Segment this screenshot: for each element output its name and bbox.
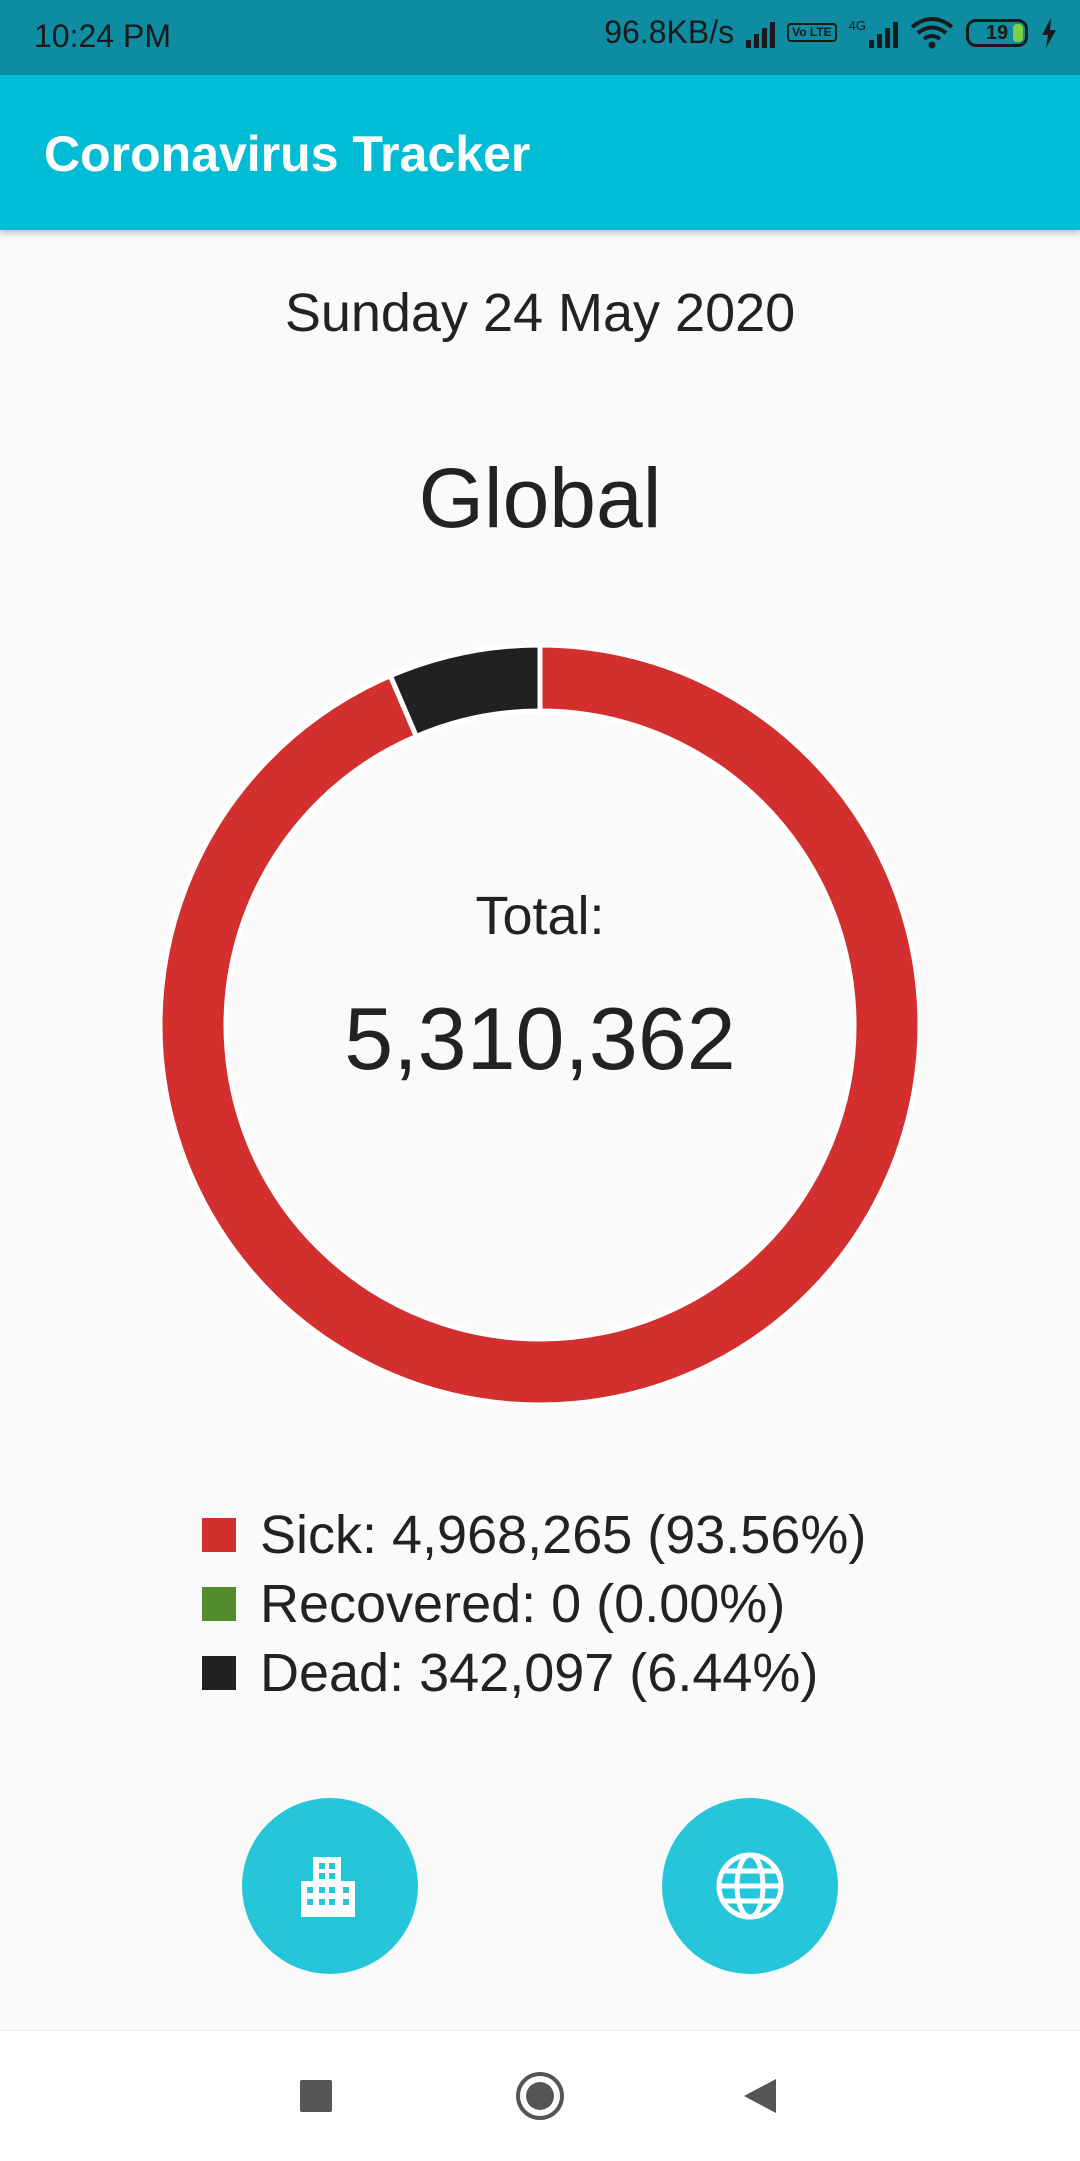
- donut-chart: [160, 645, 920, 1405]
- region-title: Global: [418, 451, 662, 545]
- signal-icon: [746, 18, 776, 48]
- home-button[interactable]: [480, 2031, 600, 2161]
- city-icon: [301, 1857, 355, 1917]
- network-type: 4G: [848, 17, 866, 33]
- status-bar: 10:24 PM 96.8KB/s Vo LTE 4G 19: [0, 0, 1080, 75]
- recents-button[interactable]: [256, 2031, 376, 2161]
- global-view-button[interactable]: [662, 1798, 838, 1974]
- charging-icon: [1042, 17, 1056, 48]
- system-nav-bar: [0, 2030, 1080, 2161]
- network-speed: 96.8KB/s: [604, 14, 735, 50]
- total-value: 5,310,362: [344, 989, 736, 1088]
- donut-slice-dead: [387, 645, 543, 740]
- signal-4g-icon: 4G: [849, 18, 898, 48]
- legend-swatch-dead: [202, 1655, 236, 1690]
- legend-item-recovered: Recovered: 0 (0.00%): [202, 1569, 866, 1638]
- legend-item-sick: Sick: 4,968,265 (93.56%): [202, 1500, 866, 1569]
- status-icons: 96.8KB/s Vo LTE 4G 19: [604, 14, 1058, 51]
- globe-icon: [716, 1852, 784, 1920]
- date-label: Sunday 24 May 2020: [284, 283, 796, 343]
- donut-chart-svg: [160, 645, 920, 1405]
- app-bar: Coronavirus Tracker: [0, 75, 1080, 230]
- wifi-icon: [910, 16, 954, 48]
- total-label: Total:: [475, 886, 605, 946]
- legend-item-dead: Dead: 342,097 (6.44%): [202, 1638, 866, 1707]
- legend-text-sick: Sick: 4,968,265 (93.56%): [260, 1504, 867, 1565]
- legend-text-recovered: Recovered: 0 (0.00%): [260, 1573, 786, 1634]
- legend-swatch-sick: [202, 1517, 236, 1552]
- back-button[interactable]: [700, 2031, 820, 2161]
- battery-level: 19: [985, 21, 1009, 44]
- donut-slice-sick: [160, 645, 920, 1405]
- status-time: 10:24 PM: [34, 18, 171, 54]
- home-icon: [516, 2072, 564, 2120]
- battery-icon: 19: [966, 18, 1028, 47]
- legend-text-dead: Dead: 342,097 (6.44%): [260, 1642, 819, 1703]
- recents-icon: [300, 2080, 332, 2112]
- city-view-button[interactable]: [242, 1798, 418, 1974]
- chart-legend: Sick: 4,968,265 (93.56%) Recovered: 0 (0…: [202, 1500, 866, 1707]
- legend-swatch-recovered: [202, 1586, 236, 1621]
- app-title: Coronavirus Tracker: [44, 126, 531, 182]
- volte-icon: Vo LTE: [787, 23, 837, 42]
- back-icon: [744, 2079, 776, 2113]
